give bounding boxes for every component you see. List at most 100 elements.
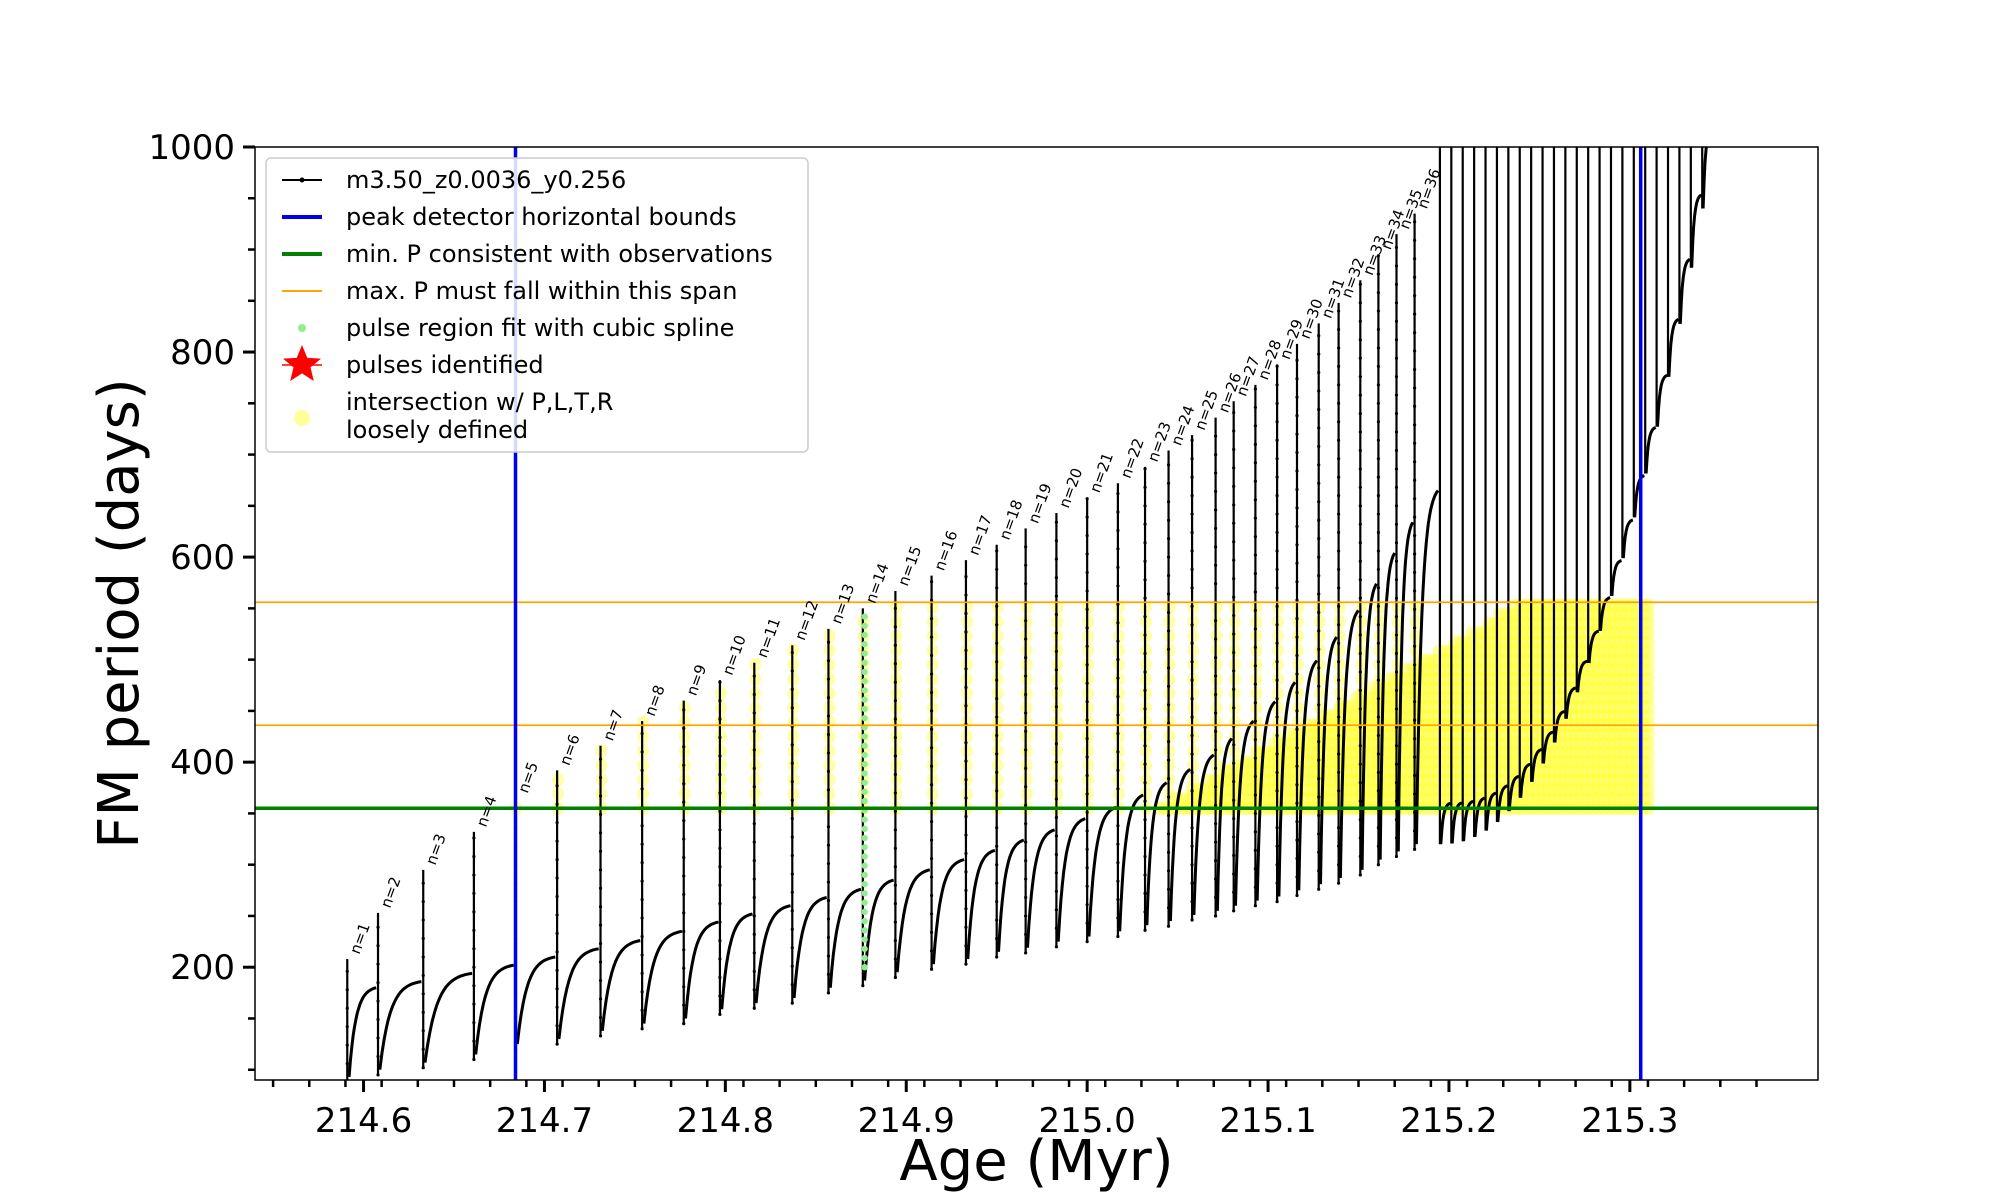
track-point: [1232, 521, 1236, 525]
track-point: [718, 883, 722, 887]
intersection-marker: [1602, 672, 1617, 687]
intersection-marker: [1454, 681, 1469, 696]
intersection-marker: [1426, 699, 1441, 714]
intersection-marker: [1179, 792, 1194, 807]
track-point: [1376, 530, 1381, 535]
track-point: [1143, 633, 1147, 637]
track-point: [790, 780, 794, 784]
spline-point: [861, 880, 868, 888]
track-point: [995, 604, 999, 608]
track-point: [640, 861, 644, 865]
intersection-marker: [1476, 755, 1491, 770]
track-point: [1394, 541, 1399, 545]
legend-intersection-label-line2: loosely defined: [346, 416, 528, 444]
intersection-marker: [1520, 782, 1535, 797]
track-point: [1275, 733, 1279, 738]
intersection-marker: [1476, 699, 1491, 714]
intersection-marker: [1586, 745, 1601, 760]
track-point: [472, 836, 476, 840]
intersection-marker: [1602, 690, 1617, 705]
track-point: [752, 822, 756, 826]
track-point: [555, 931, 559, 935]
track-point: [1358, 301, 1362, 305]
spline-point: [861, 788, 868, 796]
track-point: [682, 819, 686, 823]
recovery-curve: [931, 858, 965, 965]
track-point: [964, 888, 968, 892]
track-point: [1024, 729, 1028, 734]
track-point: [1295, 450, 1299, 455]
track-point: [1213, 471, 1218, 475]
intersection-marker: [1262, 782, 1277, 797]
track-point: [1143, 541, 1147, 545]
spline-point: [861, 927, 868, 934]
intersection-marker: [1284, 764, 1299, 779]
track-point: [1394, 688, 1399, 692]
intersection-marker: [1454, 792, 1469, 807]
intersection-marker: [1597, 644, 1612, 659]
track-point: [1143, 891, 1147, 896]
intersection-marker: [1284, 792, 1299, 807]
intersection-marker: [1437, 672, 1452, 687]
track-point: [1412, 718, 1417, 722]
track-point: [598, 794, 603, 798]
intersection-marker: [1525, 690, 1540, 705]
x-axis-label: Age (Myr): [899, 1129, 1173, 1194]
intersection-marker: [1542, 755, 1557, 770]
track-point: [1143, 873, 1147, 877]
late-recovery-curve: [1678, 257, 1691, 324]
track-point: [1394, 485, 1399, 489]
track-point: [1190, 863, 1194, 867]
track-point: [1376, 623, 1381, 627]
recovery-curve: [1168, 768, 1192, 922]
track-point: [1376, 364, 1381, 369]
track-point: [1275, 863, 1279, 867]
intersection-marker: [1597, 653, 1612, 668]
track-point: [1337, 549, 1341, 553]
track-point: [1166, 684, 1171, 688]
intersection-marker: [1421, 736, 1436, 751]
intersection-marker: [1608, 644, 1623, 659]
intersection-marker: [1465, 736, 1480, 751]
intersection-marker: [1618, 792, 1633, 807]
intersection-marker: [1624, 699, 1639, 714]
track-point: [1166, 850, 1171, 854]
track-point: [1085, 736, 1089, 741]
intersection-marker: [1602, 681, 1617, 696]
intersection-marker: [1514, 690, 1529, 705]
track-point: [718, 865, 722, 869]
intersection-marker: [1426, 690, 1441, 705]
track-point: [555, 1024, 559, 1028]
intersection-marker: [1602, 653, 1617, 668]
intersection-marker: [1608, 736, 1623, 751]
track-point: [376, 962, 380, 966]
track-point: [1116, 750, 1120, 754]
track-point: [640, 953, 644, 957]
intersection-marker: [1201, 773, 1216, 788]
track-point: [1295, 617, 1299, 621]
track-point: [790, 835, 794, 839]
track-point: [826, 880, 831, 884]
track-point: [1166, 463, 1171, 467]
track-point: [1190, 733, 1194, 738]
track-point: [1116, 824, 1120, 828]
track-point: [472, 947, 476, 951]
track-point: [1054, 612, 1058, 617]
intersection-marker: [1602, 764, 1617, 779]
track-point: [1358, 762, 1362, 766]
track-point: [1024, 895, 1028, 900]
intersection-marker: [1575, 690, 1590, 705]
track-point: [598, 942, 603, 946]
late-recovery-curve: [1530, 748, 1543, 783]
track-point: [1358, 485, 1362, 489]
track-point: [1412, 570, 1417, 575]
intersection-marker: [1454, 653, 1469, 668]
track-point: [964, 944, 968, 948]
legend-entry-pulses: pulses identified: [282, 345, 544, 381]
track-point: [1253, 608, 1257, 613]
track-point: [1190, 641, 1194, 645]
intersection-marker: [1542, 792, 1557, 807]
track-point: [1275, 696, 1279, 701]
intersection-marker: [1553, 755, 1568, 770]
track-point: [752, 692, 756, 697]
